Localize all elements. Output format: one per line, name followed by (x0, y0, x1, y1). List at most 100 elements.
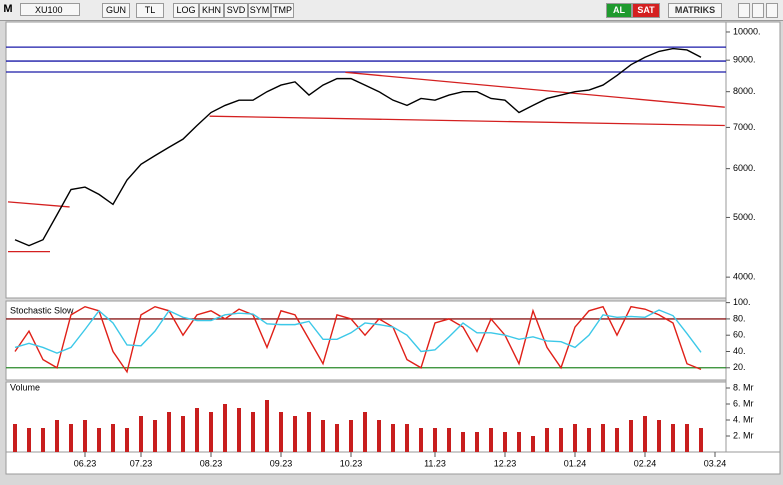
volume-bar (97, 428, 101, 452)
data-line (14, 47, 702, 247)
volume-bar (615, 428, 619, 452)
sell-button[interactable]: SAT (632, 3, 660, 18)
volume-bar (419, 428, 423, 452)
volume-bar (209, 412, 213, 452)
y-tick-label: 7000. (733, 122, 756, 132)
volume-bar (293, 416, 297, 452)
volume-bar (629, 420, 633, 452)
toolbar-button[interactable]: SYM (248, 3, 271, 18)
volume-bar (447, 428, 451, 452)
volume-bar (139, 416, 143, 452)
volume-bar (671, 424, 675, 452)
toolbar-button[interactable]: TMP (271, 3, 294, 18)
window-button[interactable] (766, 3, 778, 18)
volume-bar (657, 420, 661, 452)
volume-bar (503, 432, 507, 452)
symbol-box[interactable]: XU100 (20, 3, 80, 16)
volume-bar (377, 420, 381, 452)
volume-bar (559, 428, 563, 452)
toolbar: M XU100 GUN TL LOG KHN SVD SYM TMP AL SA… (0, 0, 783, 21)
y-tick-label: 2. Mr (733, 430, 754, 440)
volume-bar (391, 424, 395, 452)
volume-bar (279, 412, 283, 452)
volume-bar (587, 428, 591, 452)
y-tick-label: 6000. (733, 163, 756, 173)
y-tick-label: 60. (733, 330, 746, 340)
volume-bar (699, 428, 703, 452)
volume-bar (601, 424, 605, 452)
toolbar-button[interactable]: GUN (102, 3, 130, 18)
y-tick-label: 80. (733, 313, 746, 323)
x-tick-label: 09.23 (270, 458, 293, 468)
volume-bar (69, 424, 73, 452)
volume-bar (489, 428, 493, 452)
toolbar-button[interactable]: SVD (224, 3, 248, 18)
volume-bar (181, 416, 185, 452)
volume-bar (363, 412, 367, 452)
y-tick-label: 5000. (733, 212, 756, 222)
volume-bar (685, 424, 689, 452)
price-panel (5, 21, 727, 299)
trend-line (7, 201, 70, 208)
volume-bar (573, 424, 577, 452)
volume-bar (475, 432, 479, 452)
window-button[interactable] (738, 3, 750, 18)
volume-bar (195, 408, 199, 452)
brand-label: MATRIKS (668, 3, 722, 18)
trend-line (209, 115, 725, 127)
y-tick-label: 4000. (733, 272, 756, 282)
volume-bar (55, 420, 59, 452)
volume-bar (545, 428, 549, 452)
x-tick-label: 08.23 (200, 458, 223, 468)
x-tick-label: 02.24 (634, 458, 657, 468)
toolbar-button[interactable]: KHN (199, 3, 224, 18)
x-tick-label: 12.23 (494, 458, 517, 468)
x-tick-label: 07.23 (130, 458, 153, 468)
volume-bar (83, 420, 87, 452)
volume-bar (307, 412, 311, 452)
volume-bar (531, 436, 535, 452)
volume-bar (433, 428, 437, 452)
volume-bar (517, 432, 521, 452)
volume-bar (153, 420, 157, 452)
data-line (14, 309, 702, 354)
volume-bar (237, 408, 241, 452)
y-tick-label: 9000. (733, 55, 756, 65)
y-tick-label: 10000. (733, 26, 761, 36)
value-axis (725, 21, 781, 453)
y-tick-label: 20. (733, 362, 746, 372)
menu-button[interactable]: M (3, 3, 13, 15)
date-axis (5, 451, 781, 475)
volume-bar (461, 432, 465, 452)
volume-bar (643, 416, 647, 452)
trend-line (345, 71, 725, 108)
toolbar-button[interactable]: TL (136, 3, 164, 18)
volume-bar (405, 424, 409, 452)
toolbar-button[interactable]: LOG (173, 3, 199, 18)
volume-bar (335, 424, 339, 452)
volume-bar (167, 412, 171, 452)
volume-bar (321, 420, 325, 452)
y-tick-label: 100. (733, 297, 751, 307)
x-tick-label: 06.23 (74, 458, 97, 468)
volume-bar (125, 428, 129, 452)
volume-bar (111, 424, 115, 452)
y-tick-label: 8000. (733, 86, 756, 96)
window-button[interactable] (752, 3, 764, 18)
y-tick-label: 4. Mr (733, 414, 754, 424)
volume-bar (251, 412, 255, 452)
x-tick-label: 10.23 (340, 458, 363, 468)
buy-button[interactable]: AL (606, 3, 632, 18)
panel-title: Stochastic Slow (10, 305, 74, 315)
volume-bar (223, 404, 227, 452)
volume-bar (265, 400, 269, 452)
x-tick-label: 11.23 (424, 458, 446, 468)
x-tick-label: 03.24 (704, 458, 727, 468)
y-tick-label: 6. Mr (733, 398, 754, 408)
volume-bar (349, 420, 353, 452)
panel-title: Volume (10, 382, 40, 392)
y-tick-label: 8. Mr (733, 382, 754, 392)
y-tick-label: 40. (733, 346, 746, 356)
